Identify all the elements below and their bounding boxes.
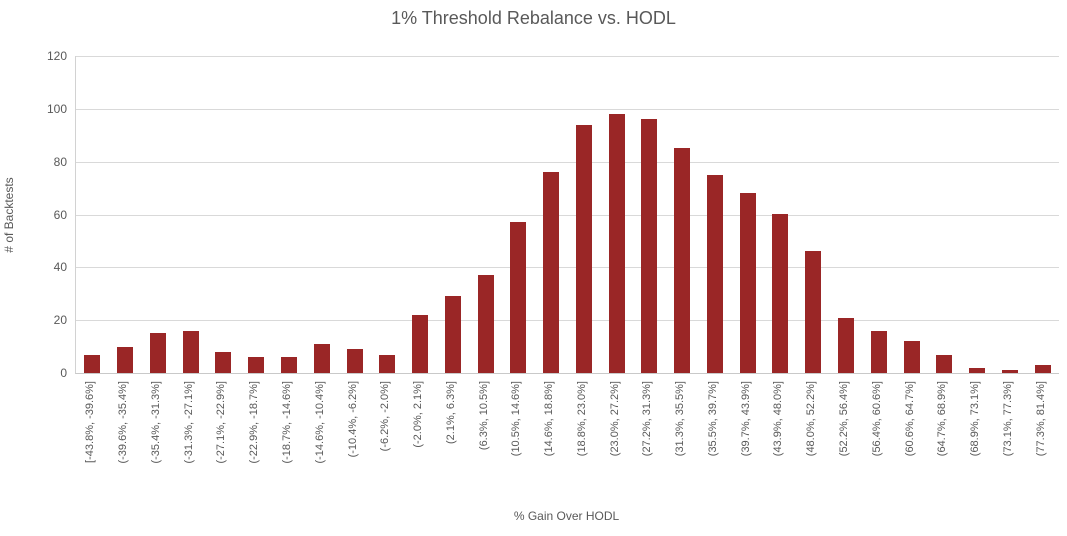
x-tick-label: (-10.4%, -6.2%] <box>346 381 359 458</box>
y-tick-label: 80 <box>53 154 67 169</box>
x-tick-label: (10.5%, 14.6%] <box>510 381 523 457</box>
gridline <box>76 267 1059 269</box>
x-tick-label: (52.2%, 56.4%] <box>838 381 851 457</box>
y-tick-label: 40 <box>53 260 67 275</box>
x-tick-label: (56.4%, 60.6%] <box>870 381 883 457</box>
bar <box>379 355 396 373</box>
x-tick-label: (6.3%, 10.5%] <box>477 381 490 451</box>
x-tick-label: (2.1%, 6.3%] <box>444 381 457 444</box>
y-tick-label: 20 <box>53 313 67 328</box>
x-tick-label: [-43.8%, -39.6%] <box>84 381 97 463</box>
x-tick-label: (-27.1%, -22.9%] <box>215 381 228 464</box>
x-tick-label: (-39.6%, -35.4%] <box>117 381 130 464</box>
bar <box>674 148 691 373</box>
bar <box>1001 370 1018 373</box>
bar <box>870 331 887 373</box>
plot-area <box>75 56 1059 374</box>
y-tick-label: 100 <box>46 101 67 116</box>
x-tick-label: (77.3%, 81.4%] <box>1034 381 1047 457</box>
x-tick-label: (43.9%, 48.0%] <box>772 381 785 457</box>
x-tick-label: (-2.0%, 2.1%] <box>412 381 425 448</box>
x-tick-label: (-6.2%, -2.0%] <box>379 381 392 452</box>
bar <box>575 125 592 373</box>
bar <box>772 214 789 373</box>
bar <box>903 341 920 373</box>
bar <box>739 193 756 373</box>
x-tick-label: (23.0%, 27.2%] <box>608 381 621 457</box>
bar <box>608 114 625 373</box>
bar <box>969 368 986 373</box>
x-tick-label: (-31.3%, -27.1%] <box>182 381 195 464</box>
bar <box>248 357 265 373</box>
x-tick-label: (-22.9%, -18.7%] <box>248 381 261 464</box>
bar <box>412 315 429 373</box>
bar <box>346 349 363 373</box>
gridline <box>76 56 1059 57</box>
y-tick-label: 60 <box>53 207 67 222</box>
x-tick-label: (14.6%, 18.8%] <box>543 381 556 457</box>
bar <box>1034 365 1051 373</box>
gridline <box>76 161 1059 163</box>
bar <box>444 296 461 373</box>
y-axis-title: # of Backtests <box>2 177 16 253</box>
x-tick-label: (64.7%, 68.9%] <box>936 381 949 457</box>
bar <box>149 333 166 373</box>
chart-title: 1% Threshold Rebalance vs. HODL <box>391 8 676 28</box>
x-tick-label: (31.3%, 35.5%] <box>674 381 687 457</box>
bar <box>838 318 855 373</box>
bar <box>280 357 297 373</box>
bar <box>313 344 330 373</box>
y-tick-label: 0 <box>60 366 67 380</box>
x-tick-label: (35.5%, 39.7%] <box>706 381 719 457</box>
x-tick-label: (60.6%, 64.7%] <box>903 381 916 457</box>
x-tick-label: (-14.6%, -10.4%] <box>313 381 326 464</box>
bar <box>936 355 953 373</box>
x-tick-label: (27.2%, 31.3%] <box>641 381 654 457</box>
bar <box>805 251 822 373</box>
gridline <box>76 320 1059 322</box>
bar <box>84 355 101 373</box>
x-tick-label: (39.7%, 43.9%] <box>739 381 752 457</box>
x-tick-label: (18.8%, 23.0%] <box>575 381 588 457</box>
bar <box>117 347 134 373</box>
x-axis-title: % Gain Over HODL <box>513 509 620 523</box>
bar <box>510 222 527 373</box>
x-tick-label: (-18.7%, -14.6%] <box>280 381 293 464</box>
x-tick-label: (73.1%, 77.3%] <box>1001 381 1014 457</box>
bar <box>182 331 199 373</box>
bar <box>641 119 658 373</box>
y-tick-label: 120 <box>46 49 67 63</box>
bar <box>215 352 232 373</box>
gridline <box>76 108 1059 110</box>
x-tick-label: (48.0%, 52.2%] <box>805 381 818 457</box>
bar <box>706 175 723 373</box>
bar <box>543 172 560 373</box>
gridline <box>76 214 1059 216</box>
x-tick-label: (68.9%, 73.1%] <box>969 381 982 457</box>
x-tick-label: (-35.4%, -31.3%] <box>149 381 162 464</box>
bar <box>477 275 494 373</box>
